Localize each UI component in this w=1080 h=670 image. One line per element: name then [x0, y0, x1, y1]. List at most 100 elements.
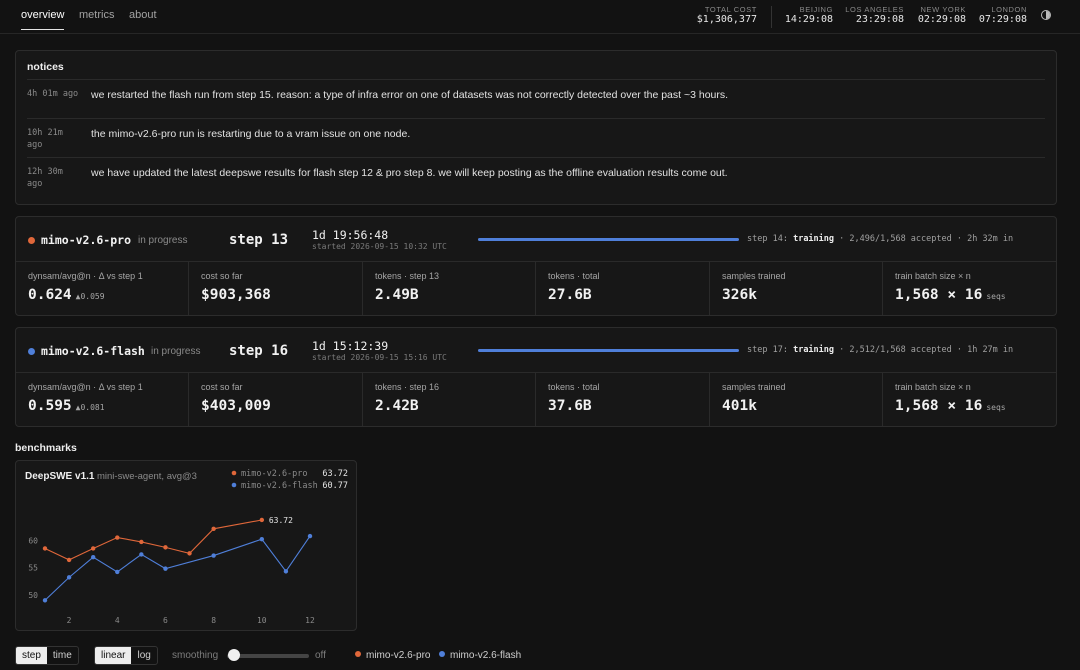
data-point: [115, 535, 120, 540]
tab-metrics[interactable]: metrics: [79, 9, 115, 21]
total-cost-value: $1,306,377: [696, 14, 757, 25]
x-tick-label: 4: [115, 616, 120, 625]
x-tick-label: 10: [257, 616, 267, 625]
legend-label: mimo-v2.6-flash: [450, 650, 522, 661]
total-cost-label: TOTAL COST: [704, 5, 757, 14]
data-point: [139, 552, 144, 557]
smoothing-slider-handle[interactable]: [228, 649, 240, 661]
x-tick-label: 6: [163, 616, 168, 625]
x-axis-toggle: step time: [15, 646, 79, 665]
smoothing-slider-track[interactable]: [227, 654, 309, 658]
metric-value: 1,568 × 16: [895, 287, 983, 303]
x-tick-label: 2: [67, 616, 72, 625]
x-axis-time-button[interactable]: time: [52, 650, 72, 661]
data-point: [283, 569, 289, 574]
metric-unit: seqs: [986, 403, 1006, 412]
notice-item: 4h 01m ago we restarted the flash run fr…: [27, 79, 1045, 118]
run-next-step: step 17: training · 2,512/1,568 accepted…: [747, 345, 1013, 355]
run-started: started 2026-09-15 10:32 UTC: [312, 242, 447, 251]
run-status-dot: [28, 348, 35, 355]
metric-value: 2.49B: [375, 287, 419, 303]
data-point: [42, 546, 48, 551]
data-point: [187, 551, 192, 556]
notice-age: 10h 21m ago: [27, 128, 63, 150]
phase-detail: · 2,496/1,568 accepted · 2h 32m in: [839, 234, 1014, 244]
metric-delta: ▲0.081: [75, 403, 105, 412]
data-point: [259, 517, 265, 523]
chart-legend-name: mimo-v2.6-pro: [241, 469, 308, 479]
metric-tokens-step: tokens · step 16 2.42B: [363, 373, 536, 426]
legend-item-pro[interactable]: mimo-v2.6-pro: [355, 650, 430, 661]
phase-label: training: [793, 234, 835, 244]
metric-cost: cost so far $403,009: [189, 373, 363, 426]
chart-legend-dot: [231, 470, 237, 476]
clock-los-angeles: LOS ANGELES 23:29:08: [845, 5, 904, 26]
run-summary: mimo-v2.6-pro in progress step 13 1d 19:…: [16, 217, 1056, 262]
metric-label: cost so far: [201, 271, 243, 281]
run-progress-bar: [478, 349, 739, 352]
metric-value: 1,568 × 16: [895, 398, 983, 414]
run-progress-bar: [478, 238, 739, 241]
notice-text: the mimo-v2.6-pro run is restarting due …: [91, 128, 411, 140]
theme-toggle-icon[interactable]: [1041, 10, 1051, 20]
metric-value: $903,368: [201, 287, 271, 303]
data-point: [163, 545, 168, 550]
y-tick-label: 60: [28, 536, 38, 545]
run-step: step 16: [229, 343, 289, 359]
run-status: in progress: [151, 346, 201, 357]
tab-overview[interactable]: overview: [21, 9, 65, 30]
phase-label: training: [793, 345, 835, 355]
clock-time: 07:29:08: [978, 14, 1027, 25]
tab-about[interactable]: about: [129, 9, 157, 21]
deepswe-chart: DeepSWE v1.1 mini-swe-agent, avg@3 50 55 60 2…: [25, 469, 348, 625]
x-tick-label: 8: [211, 616, 216, 625]
chart-subtitle: mini-swe-agent, avg@3: [97, 471, 197, 482]
next-step-label: step 17:: [747, 345, 788, 355]
run-elapsed: 1d 15:12:39: [312, 339, 389, 353]
run-next-step: step 14: training · 2,496/1,568 accepted…: [747, 234, 1013, 244]
top-bar: overview metrics about TOTAL COST $1,306…: [0, 0, 1080, 34]
notice-item: 10h 21m ago the mimo-v2.6-pro run is res…: [27, 118, 1045, 157]
notice-age: 12h 30m ago: [27, 167, 63, 189]
data-point: [163, 566, 168, 571]
series-line: [44, 519, 262, 561]
metric-value: 27.6B: [548, 287, 592, 303]
notice-item: 12h 30m ago we have updated the latest d…: [27, 157, 1045, 199]
metric-samples: samples trained 326k: [710, 262, 883, 315]
scale-linear-button[interactable]: linear: [95, 647, 132, 664]
clock-new-york: NEW YORK 02:29:08: [918, 5, 966, 26]
chart-legend-value: 60.77: [322, 481, 348, 491]
run-progress-fill: [478, 349, 739, 352]
data-point: [66, 575, 72, 580]
run-elapsed: 1d 19:56:48: [312, 228, 389, 242]
x-tick-label: 12: [305, 616, 315, 625]
metric-value: 2.42B: [375, 398, 419, 414]
metric-label: dynsam/avg@n · Δ vs step 1: [28, 382, 143, 392]
metric-unit: seqs: [986, 292, 1006, 301]
data-point: [139, 539, 144, 545]
clock-time: 02:29:08: [917, 14, 966, 25]
run-progress-fill: [478, 238, 739, 241]
metric-value: $403,009: [201, 398, 271, 414]
metric-label: tokens · total: [548, 382, 600, 392]
clock-city: LOS ANGELES: [845, 5, 904, 14]
run-status-dot: [28, 237, 35, 244]
clock-city: NEW YORK: [920, 5, 966, 14]
notices-panel: notices 4h 01m ago we restarted the flas…: [15, 50, 1057, 205]
clock-beijing: BEIJING 14:29:08: [785, 5, 833, 26]
x-axis-step-button[interactable]: step: [16, 647, 47, 664]
metric-dynsam: dynsam/avg@n · Δ vs step 1 0.595 ▲0.081: [16, 373, 189, 426]
run-name: mimo-v2.6-pro: [41, 233, 132, 247]
scale-log-button[interactable]: log: [137, 650, 151, 661]
data-label: 63.72: [269, 516, 293, 525]
metric-tokens-step: tokens · step 13 2.49B: [363, 262, 536, 315]
metric-delta: ▲0.059: [75, 292, 105, 301]
metric-label: samples trained: [722, 271, 786, 281]
chart-legend-dot: [231, 482, 237, 488]
metric-label: tokens · step 16: [375, 382, 440, 392]
clock-city: LONDON: [991, 5, 1027, 14]
legend-item-flash[interactable]: mimo-v2.6-flash: [439, 650, 521, 661]
data-point: [259, 536, 265, 542]
run-started: started 2026-09-15 15:16 UTC: [312, 353, 447, 362]
clock-london: LONDON 07:29:08: [979, 5, 1027, 26]
